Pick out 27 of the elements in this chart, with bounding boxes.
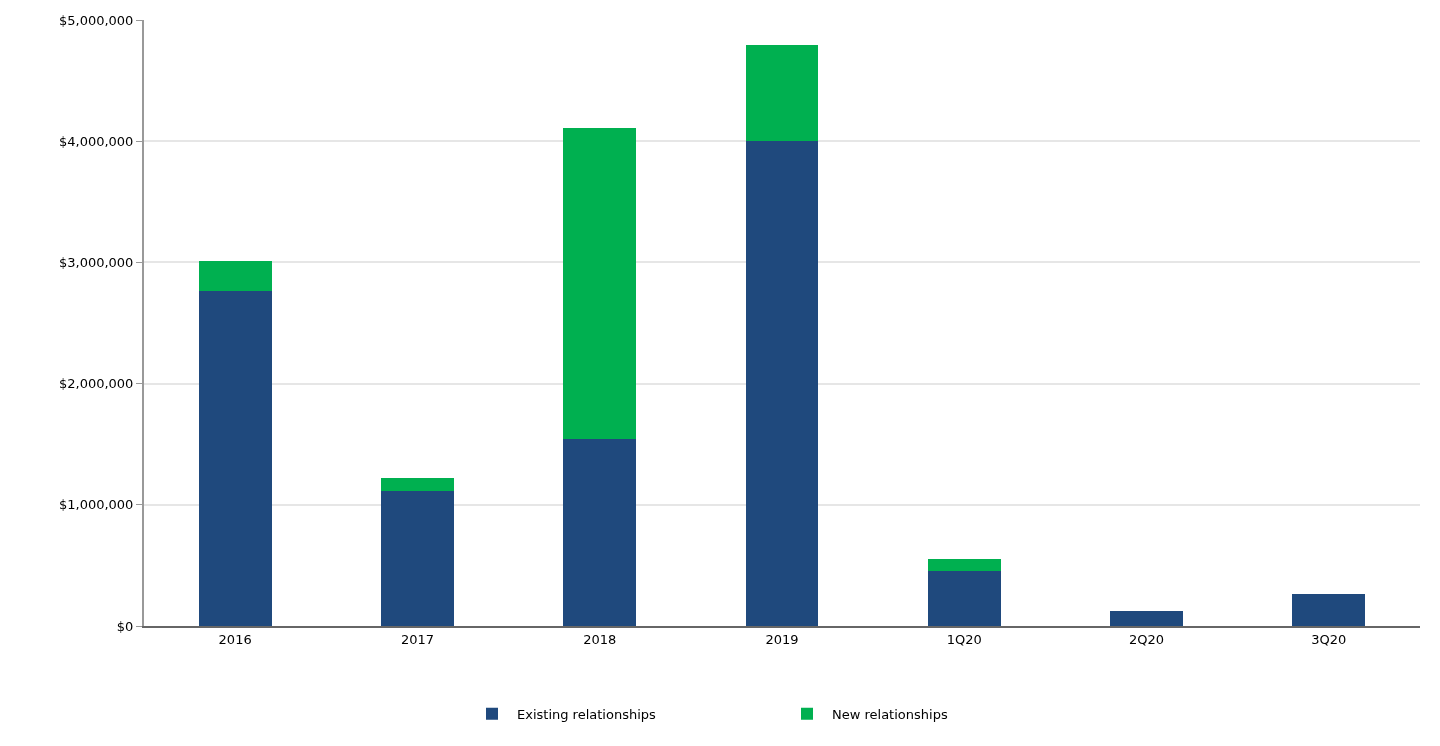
bar (927, 571, 1001, 626)
legend-label: New relationships (832, 706, 948, 722)
bar (1110, 611, 1184, 626)
y-tick-label: $1,000,000 (58, 497, 134, 513)
y-tick-label: $0 (116, 618, 134, 634)
bar (563, 127, 637, 440)
bar (1292, 594, 1366, 626)
bar (745, 141, 819, 626)
bar (198, 261, 272, 292)
x-tick-label: 2Q20 (1129, 631, 1165, 647)
y-tick-label: $3,000,000 (58, 254, 134, 270)
y-tick-label: $5,000,000 (58, 12, 134, 28)
bar (380, 478, 454, 492)
x-tick-label: 2018 (583, 631, 617, 647)
x-tick-label: 2019 (765, 631, 799, 647)
bar (198, 291, 272, 626)
bar (380, 491, 454, 626)
x-tick-label: 2017 (400, 631, 434, 647)
bar (563, 439, 637, 626)
bar (745, 45, 819, 142)
y-tick-label: $2,000,000 (58, 376, 134, 392)
y-tick-label: $4,000,000 (58, 133, 134, 149)
x-tick-label: 1Q20 (946, 631, 982, 647)
bar (927, 559, 1001, 572)
legend-label: Existing relationships (517, 706, 657, 722)
x-tick-label: 3Q20 (1311, 631, 1347, 647)
x-tick-label: 2016 (218, 631, 252, 647)
